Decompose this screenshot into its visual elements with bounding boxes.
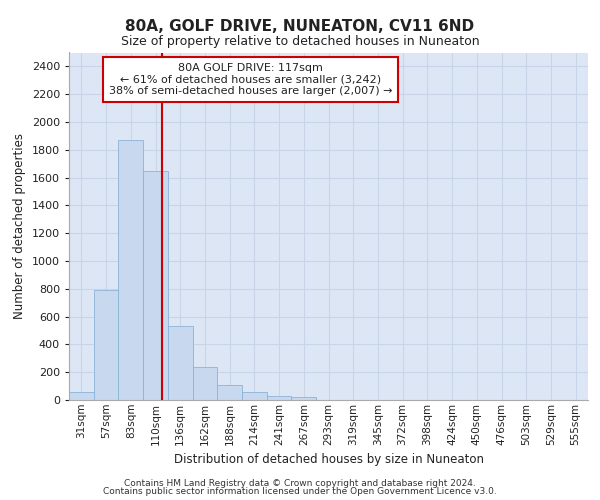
Bar — [267, 396, 292, 400]
Bar — [193, 367, 217, 400]
Y-axis label: Number of detached properties: Number of detached properties — [13, 133, 26, 320]
Text: Contains HM Land Registry data © Crown copyright and database right 2024.: Contains HM Land Registry data © Crown c… — [124, 478, 476, 488]
Bar — [94, 290, 118, 400]
X-axis label: Distribution of detached houses by size in Nuneaton: Distribution of detached houses by size … — [173, 453, 484, 466]
Bar — [118, 140, 143, 400]
Text: 80A, GOLF DRIVE, NUNEATON, CV11 6ND: 80A, GOLF DRIVE, NUNEATON, CV11 6ND — [125, 19, 475, 34]
Bar — [217, 385, 242, 400]
Text: Contains public sector information licensed under the Open Government Licence v3: Contains public sector information licen… — [103, 487, 497, 496]
Bar — [168, 326, 193, 400]
Text: 80A GOLF DRIVE: 117sqm
← 61% of detached houses are smaller (3,242)
38% of semi-: 80A GOLF DRIVE: 117sqm ← 61% of detached… — [109, 63, 392, 96]
Bar — [292, 398, 316, 400]
Bar — [143, 172, 168, 400]
Bar — [242, 392, 267, 400]
Bar — [69, 392, 94, 400]
Text: Size of property relative to detached houses in Nuneaton: Size of property relative to detached ho… — [121, 35, 479, 48]
